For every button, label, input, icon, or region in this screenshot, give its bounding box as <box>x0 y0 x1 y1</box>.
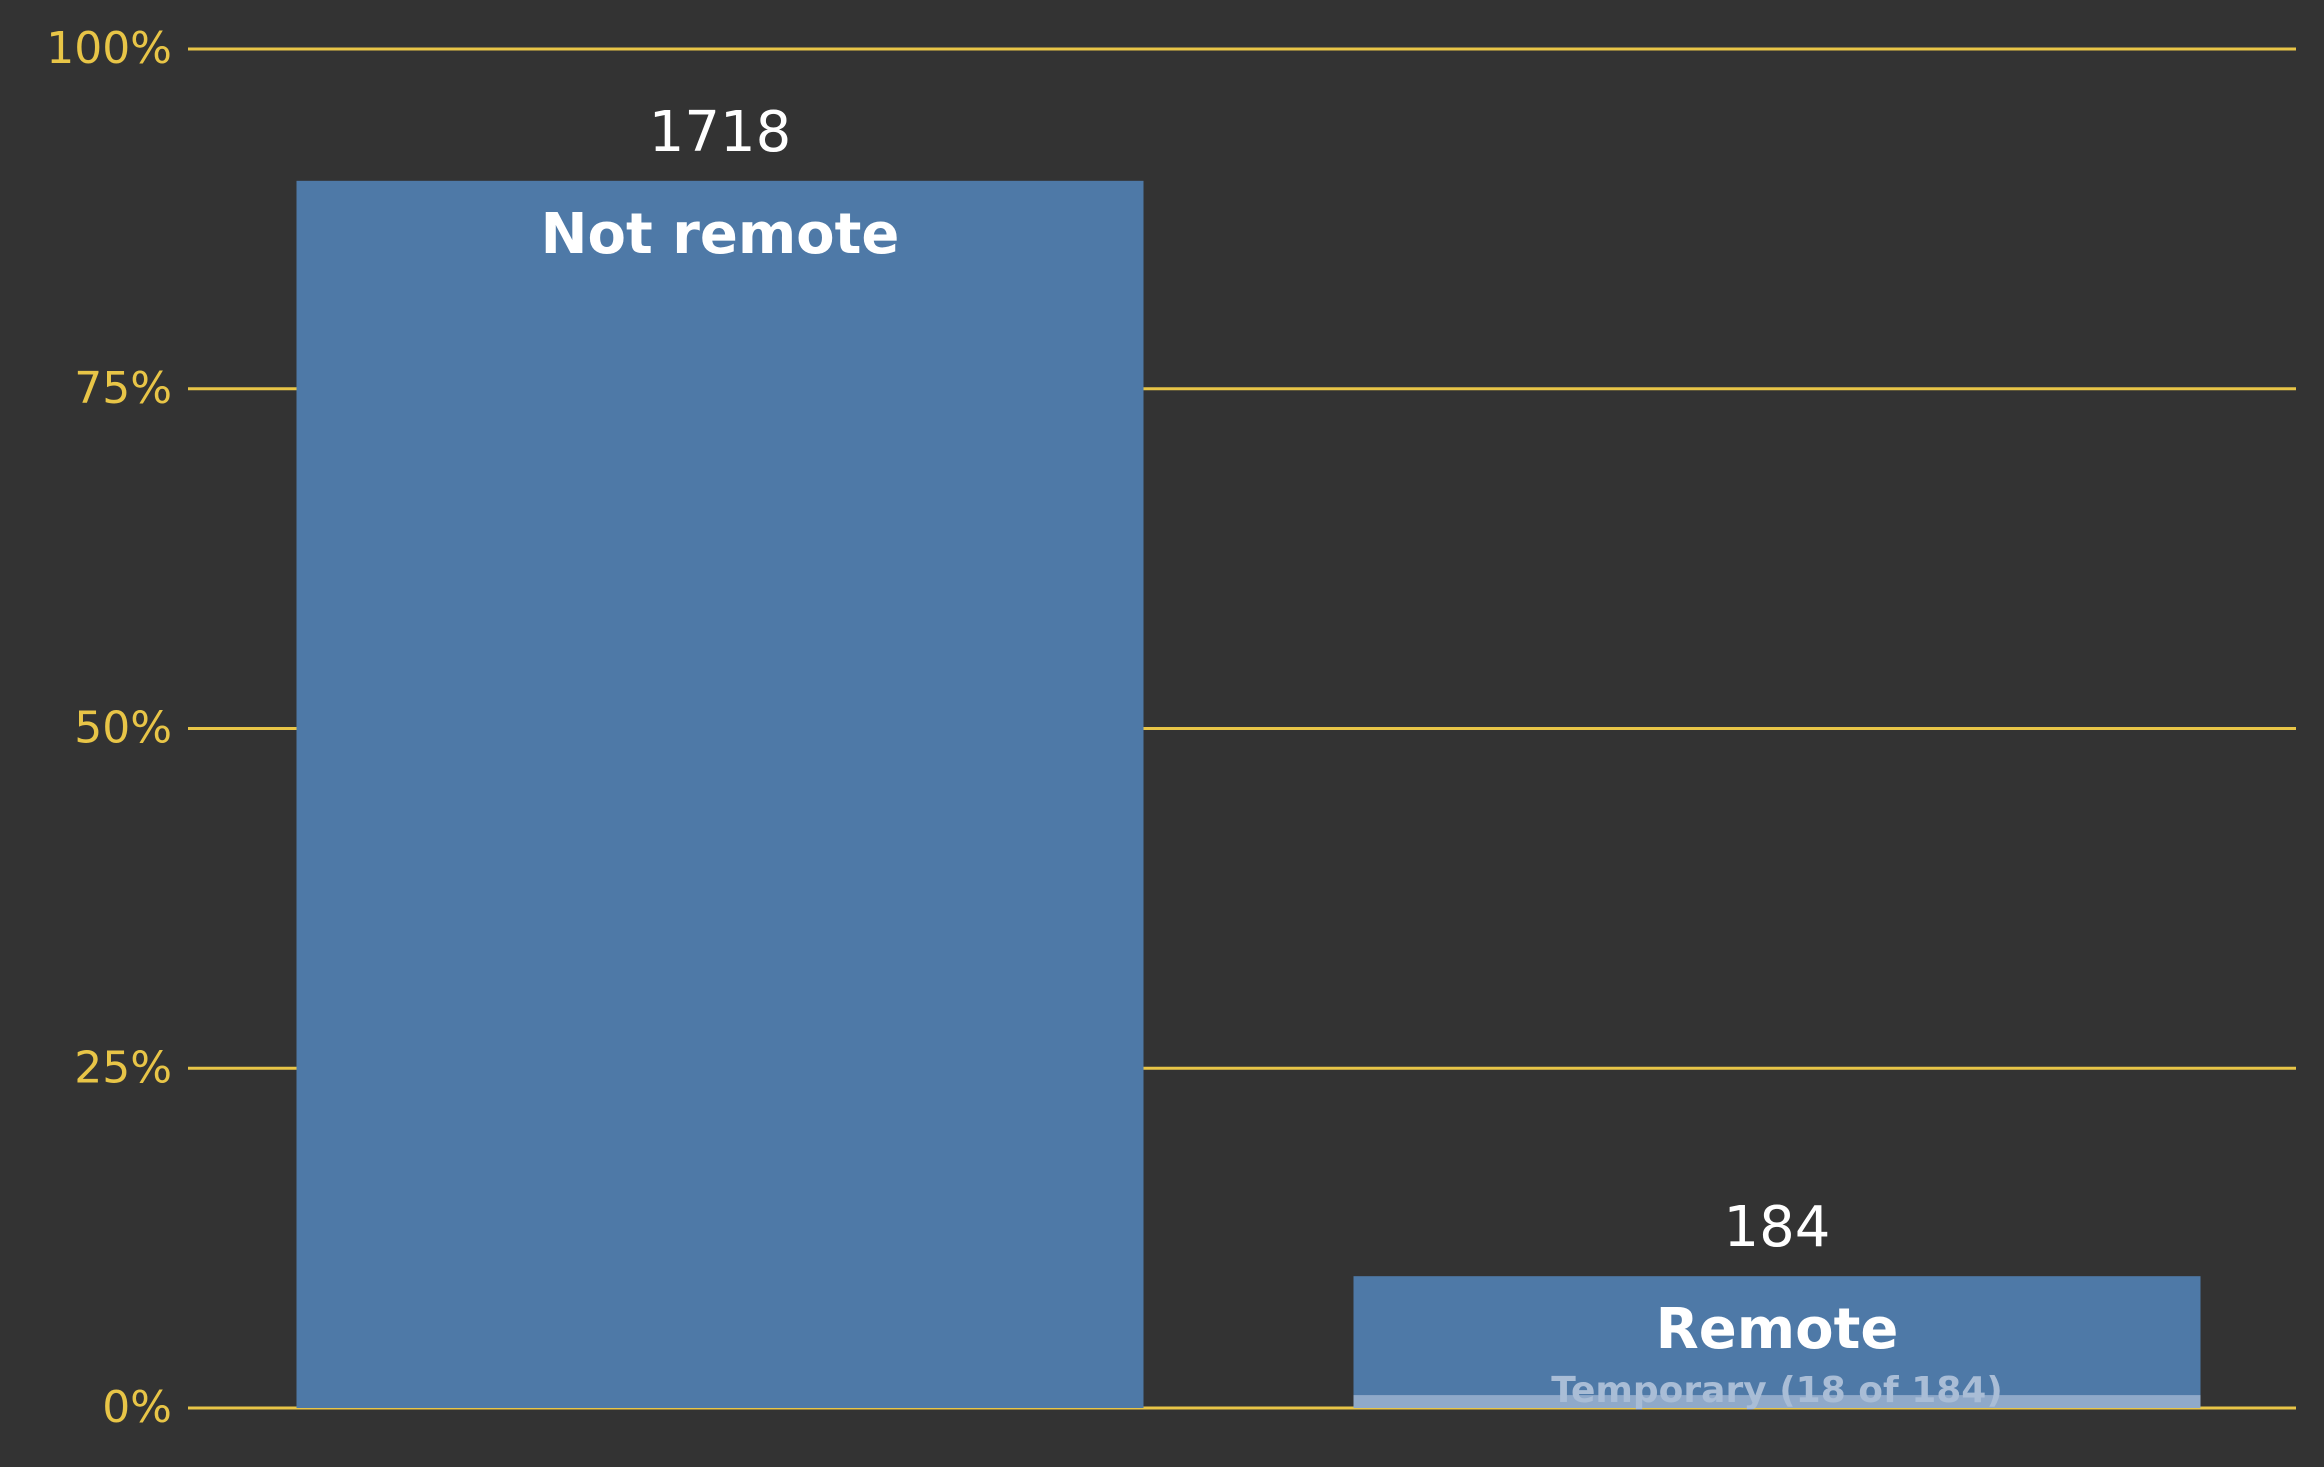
y-tick-label: 50% <box>74 703 172 754</box>
bar-category-label: Remote <box>1656 1297 1899 1362</box>
y-tick-label: 25% <box>74 1042 172 1093</box>
bar-value-label: 184 <box>1724 1195 1831 1260</box>
labels-layer: 1718 Not remote 184 Remote Temporary (18 of … <box>541 100 2003 1411</box>
bar-not-remote <box>296 180 1144 1408</box>
y-tick-label: 100% <box>46 23 172 74</box>
sub-segment-label: Temporary (18 of 184) <box>1551 1370 2003 1411</box>
bar-sub-segment-temporary <box>1353 1395 2201 1408</box>
bars-layer <box>296 180 2201 1408</box>
bar-category-label: Not remote <box>541 202 900 267</box>
bar-remote <box>1353 1276 2201 1408</box>
y-axis-ticks: 0% 25% 50% 75% 100% <box>46 23 172 1433</box>
bar-value-label: 1718 <box>649 100 792 165</box>
y-tick-label: 75% <box>74 363 172 414</box>
y-tick-label: 0% <box>102 1382 172 1433</box>
